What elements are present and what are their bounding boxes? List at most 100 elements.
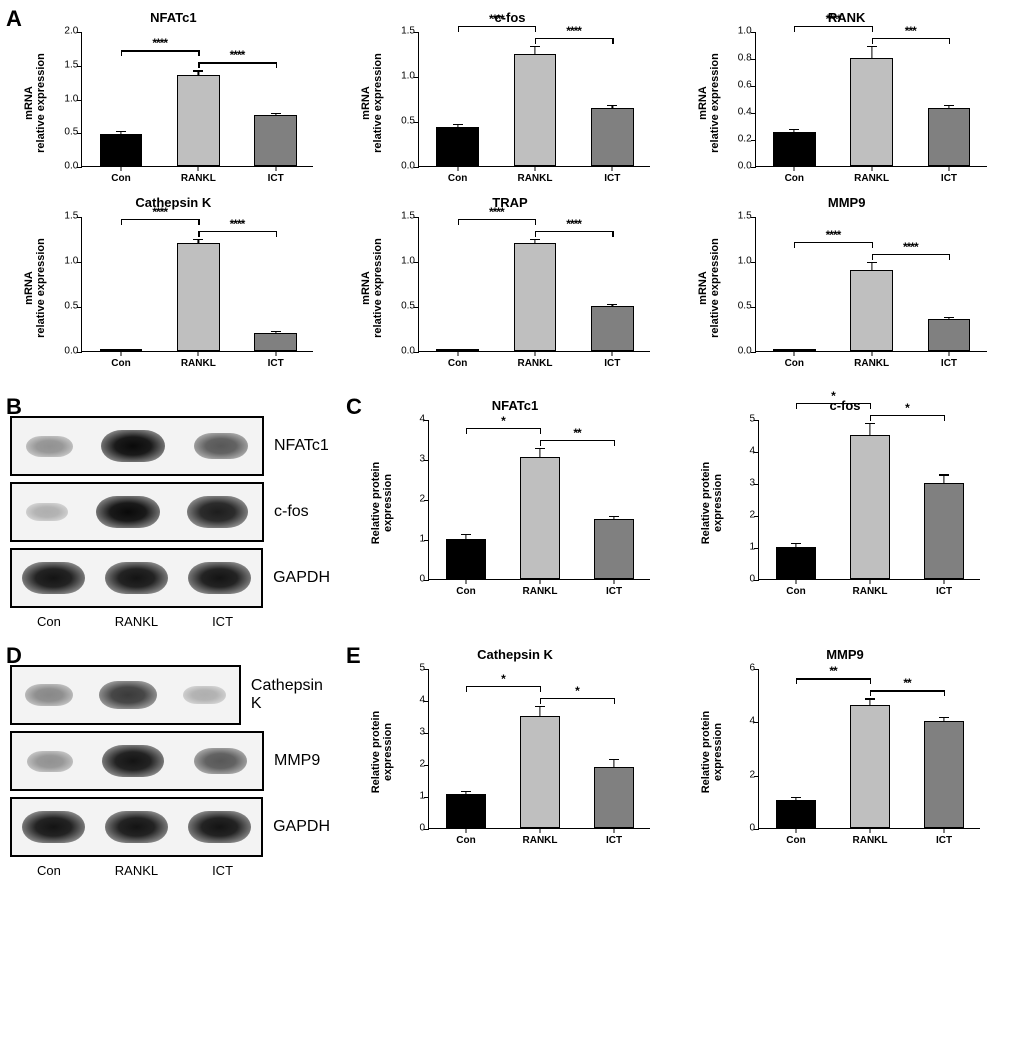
xtick-label: Con [456, 835, 475, 846]
chart-title: c-fos [700, 398, 990, 413]
ytick-label: 0.0 [52, 346, 78, 357]
bar [591, 108, 634, 166]
xtick-label: RANKL [854, 358, 889, 369]
chart-title: Cathepsin K [23, 195, 323, 210]
bar-chart: NFATc1mRNArelative expression0.00.51.01.… [23, 10, 323, 195]
chart-title: MMP9 [697, 195, 997, 210]
xtick-label: RANKL [517, 173, 552, 184]
blot-image [10, 665, 241, 725]
y-axis-label: mRNArelative expression [23, 53, 47, 153]
bar-chart: c-fos Relative protein expression 012345Co… [700, 398, 990, 608]
bar [924, 721, 965, 828]
blot-image [10, 548, 263, 608]
y-axis-label: mRNArelative expression [697, 53, 721, 153]
xtick-label: RANKL [517, 358, 552, 369]
y-axis-label: Relative protein expression [700, 702, 724, 802]
ytick-label: 1.0 [52, 93, 78, 104]
bar-chart: TRAPmRNArelative expression0.00.51.01.5C… [360, 195, 660, 380]
western-blot-panel: BNFATc1c-fosGAPDHConRANKLICT [10, 398, 330, 629]
xtick-label: ICT [936, 586, 952, 597]
ytick-label: 1.0 [726, 256, 752, 267]
chart-title: c-fos [360, 10, 660, 25]
xtick-label: ICT [606, 835, 622, 846]
plot-area: 0.00.51.01.5ConRANKLICT******** [418, 32, 650, 167]
ytick-label: 0.6 [726, 80, 752, 91]
ytick-label: 4 [399, 695, 425, 706]
y-axis-label: Relative protein expression [700, 453, 724, 553]
ytick-label: 2 [729, 769, 755, 780]
bar [924, 483, 965, 579]
ytick-label: 1 [729, 542, 755, 553]
plot-area: 0.00.20.40.60.81.0ConRANKLICT******* [755, 32, 987, 167]
blot-protein-label: GAPDH [273, 818, 330, 836]
ytick-label: 1.5 [52, 211, 78, 222]
bar [928, 108, 971, 166]
blot-protein-label: Cathepsin K [251, 677, 330, 713]
xtick-label: Con [448, 358, 467, 369]
bar [776, 800, 817, 828]
plot-area: 01234ConRANKLICT*** [428, 420, 650, 580]
panel-label: C [346, 394, 362, 420]
significance-stars: **** [903, 240, 918, 254]
ytick-label: 0 [729, 823, 755, 834]
ytick-label: 0.0 [389, 161, 415, 172]
xtick-label: RANKL [181, 173, 216, 184]
y-axis-label: mRNArelative expression [697, 238, 721, 338]
ytick-label: 2 [399, 759, 425, 770]
ytick-label: 3 [729, 478, 755, 489]
xtick-label: RANKL [853, 586, 888, 597]
ytick-label: 1.5 [52, 59, 78, 70]
significance-stars: **** [230, 217, 245, 231]
plot-area: 0.00.51.01.5ConRANKLICT******** [418, 217, 650, 352]
bar-chart: NFATc1Relative protein expression01234Co… [370, 398, 660, 608]
significance-stars: **** [826, 12, 841, 26]
ytick-label: 2 [729, 510, 755, 521]
y-axis-label: mRNArelative expression [360, 53, 384, 153]
bar [850, 58, 893, 166]
bar [591, 306, 634, 351]
significance-stars: **** [489, 12, 504, 26]
plot-area: 0.00.51.01.5ConRANKLICT******** [81, 217, 313, 352]
bar [177, 243, 220, 351]
bar [254, 333, 297, 351]
ytick-label: 5 [399, 663, 425, 674]
bar-chart: MMP9mRNArelative expression0.00.51.01.5C… [697, 195, 997, 380]
significance-stars: * [831, 389, 835, 403]
ytick-label: 0.4 [726, 107, 752, 118]
xtick-label: ICT [604, 173, 620, 184]
ytick-label: 1.0 [389, 256, 415, 267]
blot-image [10, 731, 264, 791]
xtick-label: Con [786, 835, 805, 846]
xtick-label: Con [111, 358, 130, 369]
significance-stars: ** [573, 426, 580, 440]
y-axis-label: mRNArelative expression [23, 238, 47, 338]
bar [520, 457, 561, 579]
xtick-label: ICT [268, 358, 284, 369]
bar [446, 539, 487, 579]
ytick-label: 0 [729, 574, 755, 585]
panel-e: ECathepsin KRelative protein expression0… [350, 647, 1010, 878]
plot-area: 012345ConRANKLICT** [758, 420, 980, 580]
xtick-label: RANKL [181, 358, 216, 369]
significance-stars: **** [826, 228, 841, 242]
significance-stars: **** [566, 217, 581, 231]
ytick-label: 1.5 [726, 211, 752, 222]
bar [850, 705, 891, 828]
xtick-label: Con [785, 358, 804, 369]
bar [436, 127, 479, 166]
significance-stars: * [501, 672, 505, 686]
xtick-label: Con [448, 173, 467, 184]
ytick-label: 4 [729, 716, 755, 727]
ytick-label: 1.0 [726, 26, 752, 37]
ytick-label: 2 [399, 494, 425, 505]
ytick-label: 0.0 [52, 161, 78, 172]
bar [850, 270, 893, 351]
lane-label: ICT [212, 614, 233, 629]
lane-label: Con [37, 614, 61, 629]
plot-area: 0246ConRANKLICT**** [758, 669, 980, 829]
xtick-label: ICT [604, 358, 620, 369]
significance-stars: * [501, 414, 505, 428]
bar [446, 794, 487, 828]
bar-chart: c-fos mRNArelative expression 0.00.51.01.5… [360, 10, 660, 195]
bar [520, 716, 561, 828]
